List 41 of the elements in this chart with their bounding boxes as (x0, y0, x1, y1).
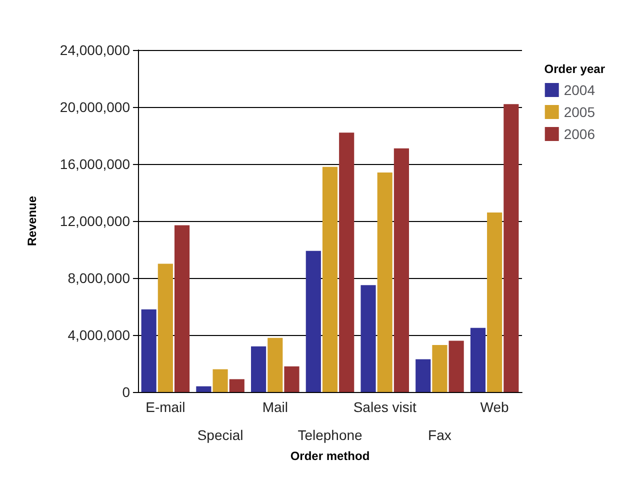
bar (394, 148, 409, 392)
legend-label: 2005 (564, 104, 596, 120)
y-tick-label: 0 (122, 384, 130, 400)
bar (339, 132, 354, 392)
y-tick-label: 12,000,000 (60, 213, 130, 229)
legend-title: Order year (544, 62, 606, 76)
bar (174, 225, 190, 392)
bar (360, 285, 376, 392)
bar (141, 309, 156, 392)
legend-label: 2004 (564, 82, 596, 98)
bar (229, 379, 244, 392)
x-tick-label: Web (480, 399, 510, 415)
bar (377, 172, 392, 392)
bar (432, 344, 448, 392)
bar (487, 212, 502, 392)
y-axis-title: Revenue (25, 196, 39, 246)
y-tick-label: 24,000,000 (60, 42, 130, 58)
x-axis-title: Order method (290, 449, 370, 463)
x-tick-label: Special (197, 427, 244, 443)
bar (284, 366, 300, 392)
y-tick-label: 20,000,000 (60, 99, 130, 115)
x-tick-label: Telephone (298, 427, 363, 443)
y-tick-label: 8,000,000 (68, 270, 130, 286)
bar (306, 250, 321, 392)
bar (158, 264, 173, 392)
x-tick-label: Sales visit (353, 399, 416, 415)
bar (322, 166, 338, 392)
bar (268, 338, 283, 392)
bar (504, 104, 519, 392)
x-tick-label: E-mail (146, 399, 186, 415)
bar (196, 386, 212, 392)
y-tick-label: 16,000,000 (60, 156, 130, 172)
x-tick-label: Mail (262, 399, 288, 415)
bar (448, 340, 464, 392)
bar (212, 369, 228, 392)
y-tick-label: 4,000,000 (68, 327, 130, 343)
bar (416, 359, 431, 392)
x-tick-label: Fax (428, 427, 452, 443)
bar (470, 328, 486, 392)
legend-label: 2006 (564, 126, 596, 142)
bar (251, 346, 266, 392)
